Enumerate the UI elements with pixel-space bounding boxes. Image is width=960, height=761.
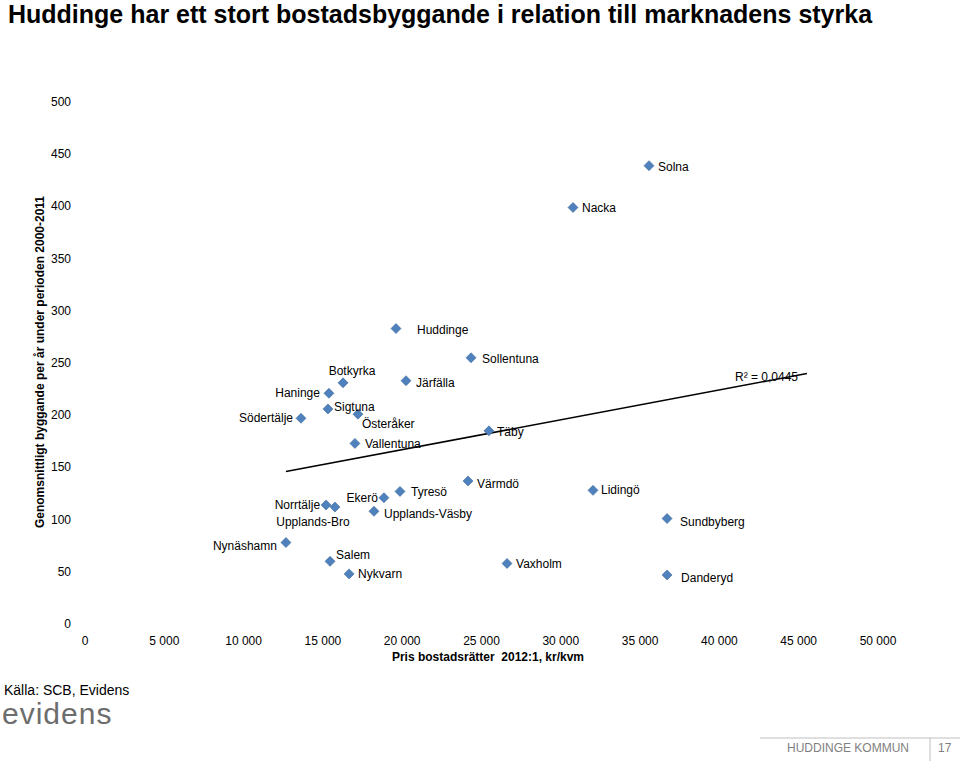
point	[325, 556, 335, 566]
point-label: Norrtälje	[275, 498, 321, 512]
y-tick-label: 450	[51, 147, 71, 161]
point	[338, 378, 348, 388]
point	[662, 514, 672, 524]
point	[502, 558, 512, 568]
point-label: Södertälje	[239, 411, 293, 425]
y-tick-label: 400	[51, 199, 71, 213]
point	[369, 506, 379, 516]
point	[662, 570, 672, 580]
point-label: Järfälla	[416, 376, 455, 390]
point-label: Huddinge	[417, 323, 469, 337]
point-label: Sigtuna	[334, 400, 375, 414]
y-tick-label: 100	[51, 513, 71, 527]
point-label: Solna	[658, 160, 689, 174]
point	[296, 413, 306, 423]
point-label: Täby	[497, 425, 524, 439]
x-tick-label: 5 000	[149, 634, 179, 648]
x-tick-label: 15 000	[305, 634, 342, 648]
point	[344, 569, 354, 579]
y-tick-label: 350	[51, 252, 71, 266]
point-label: Nykvarn	[358, 567, 402, 581]
point	[395, 486, 405, 496]
point-label: Tyresö	[411, 485, 447, 499]
point-label: Ekerö	[347, 491, 379, 505]
point	[484, 426, 494, 436]
y-tick-label: 250	[51, 356, 71, 370]
point	[323, 404, 333, 414]
point	[401, 376, 411, 386]
point-label: Upplands-Bro	[276, 515, 350, 529]
x-tick-label: 30 000	[542, 634, 579, 648]
y-tick-label: 200	[51, 408, 71, 422]
page: {"chart_data": { "type": "scatter", "tit…	[0, 0, 960, 761]
page-number: 17	[938, 741, 952, 755]
chart: 0 50 100 150 200 250 300 350 400 450 500 0 5 000 10 0…	[0, 0, 960, 761]
plot-marks	[281, 161, 807, 580]
title: Huddinge har ett stort bostadsbyggande i…	[8, 0, 953, 29]
y-tick-label: 300	[51, 304, 71, 318]
point	[321, 500, 331, 510]
point-label: Österåker	[362, 417, 415, 431]
x-tick-label: 45 000	[780, 634, 817, 648]
x-tick-label: 35 000	[622, 634, 659, 648]
footer: HUDDINGE KOMMUN	[787, 741, 909, 755]
point-label: Nynäshamn	[213, 539, 277, 553]
x-axis-title: Pris bostadsrätter 2012:1, kr/kvm	[392, 650, 584, 664]
point-label: Botkyrka	[329, 364, 376, 378]
point-label: Sollentuna	[482, 352, 539, 366]
point	[350, 438, 360, 448]
logo: evidens	[2, 697, 112, 730]
point-label: Salem	[336, 548, 370, 562]
annotation: R² = 0,0445	[735, 370, 798, 384]
point	[463, 476, 473, 486]
point	[466, 353, 476, 363]
point	[324, 388, 334, 398]
point-label: Haninge	[275, 386, 320, 400]
x-tick-label: 50 000	[860, 634, 897, 648]
x-tick-label: 0	[82, 634, 89, 648]
x-tick-label: 25 000	[463, 634, 500, 648]
y-axis-title: Genomsnittligt byggande per år under per…	[33, 196, 47, 528]
point	[588, 485, 598, 495]
point	[391, 324, 401, 334]
source: Källa: SCB, Evidens	[4, 682, 129, 698]
point-label: Lidingö	[601, 483, 640, 497]
point-label: Vaxholm	[516, 557, 562, 571]
point	[281, 538, 291, 548]
point-label: Vallentuna	[365, 437, 421, 451]
x-tick-label: 40 000	[701, 634, 738, 648]
point-label: Värmdö	[477, 477, 519, 491]
point-label: Nacka	[582, 201, 616, 215]
point-label: Sundbyberg	[680, 515, 745, 529]
y-tick-label: 500	[51, 95, 71, 109]
point	[379, 493, 389, 503]
x-tick-label: 20 000	[384, 634, 421, 648]
point-label: Danderyd	[681, 571, 733, 585]
y-tick-label: 150	[51, 460, 71, 474]
x-tick-label: 10 000	[225, 634, 262, 648]
point	[330, 502, 340, 512]
y-tick-label: 0	[64, 617, 71, 631]
point	[644, 161, 654, 171]
point-label: Upplands-Väsby	[384, 507, 472, 521]
y-tick-label: 50	[58, 565, 72, 579]
footer-divider	[930, 738, 931, 761]
trend-line	[286, 373, 807, 471]
point	[568, 202, 578, 212]
